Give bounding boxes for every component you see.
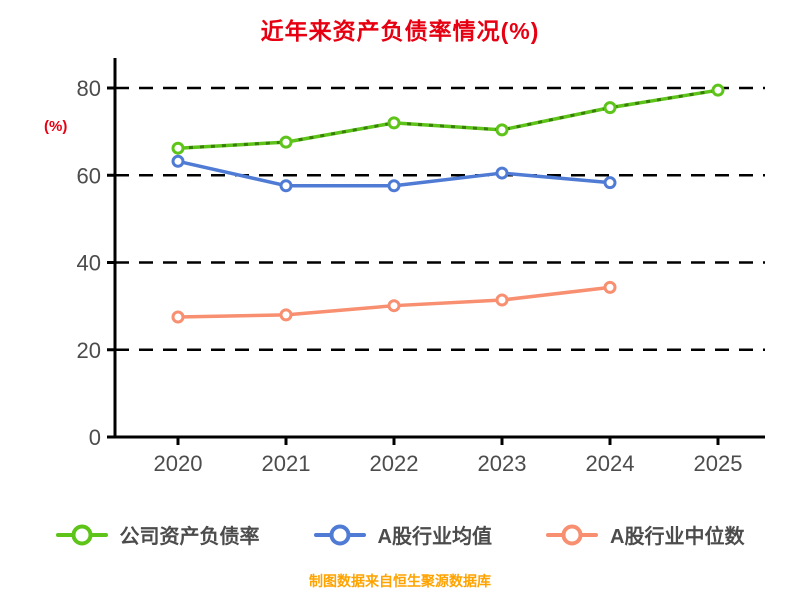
y-axis-unit-label: (%) [44, 118, 68, 135]
chart-title: 近年来资产负债率情况(%) [260, 18, 540, 44]
series-marker-1 [387, 179, 401, 193]
x-tick-label: 2025 [694, 451, 743, 476]
legend-label: 公司资产负债率 [119, 526, 260, 548]
x-tick-label: 2021 [262, 451, 311, 476]
series-marker-1 [171, 154, 185, 168]
x-tick-label: 2023 [478, 451, 527, 476]
legend-item-company-ratio[interactable]: 公司资产负债率 [55, 520, 260, 549]
y-tick-label: 0 [89, 425, 101, 450]
x-tick-label: 2020 [154, 451, 203, 476]
legend-marker-green [55, 524, 108, 545]
series-marker-2 [387, 299, 401, 313]
series-marker-2 [171, 310, 185, 324]
legend-item-industry-median[interactable]: A股行业中位数 [546, 520, 744, 549]
series-marker-0 [387, 116, 401, 130]
legend-marker-blue [313, 524, 366, 545]
series-marker-1 [603, 176, 617, 190]
series-marker-0 [495, 123, 509, 137]
legend-label: A股行业均值 [377, 526, 492, 548]
series-marker-1 [279, 179, 293, 193]
series-marker-2 [603, 280, 617, 294]
series-marker-0 [279, 135, 293, 149]
y-tick-label: 40 [77, 251, 101, 276]
x-tick-label: 2022 [370, 451, 419, 476]
series-marker-1 [495, 166, 509, 180]
x-tick-label: 2024 [586, 451, 635, 476]
y-tick-label: 60 [77, 163, 101, 188]
series-marker-0 [171, 141, 185, 155]
chart-legend: 公司资产负债率 A股行业均值 A股行业中位数 [0, 520, 800, 549]
series-marker-2 [279, 308, 293, 322]
legend-label: A股行业中位数 [610, 526, 745, 548]
series-marker-0 [603, 101, 617, 115]
series-line-overlay-0 [177, 88, 719, 150]
series-marker-2 [495, 293, 509, 307]
legend-marker-orange [546, 524, 598, 545]
y-tick-label: 80 [77, 76, 101, 101]
series-line-0 [176, 88, 720, 150]
legend-item-industry-mean[interactable]: A股行业均值 [313, 520, 492, 549]
y-tick-label: 20 [77, 338, 101, 363]
series-marker-0 [711, 83, 725, 97]
data-source-note: 制图数据来自恒生聚源数据库 [309, 573, 491, 589]
